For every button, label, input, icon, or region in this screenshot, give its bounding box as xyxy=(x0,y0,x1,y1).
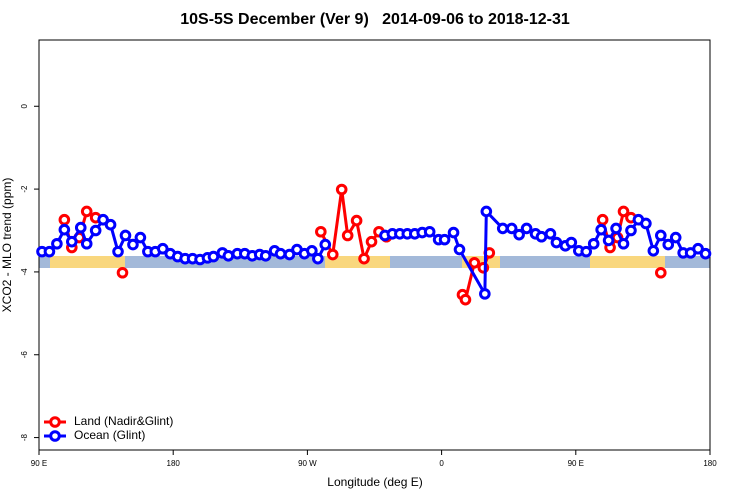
map-land xyxy=(50,256,125,268)
point xyxy=(283,248,296,261)
point xyxy=(654,266,667,279)
point xyxy=(595,223,607,236)
point xyxy=(699,247,712,260)
point xyxy=(312,252,324,265)
x-axis-label: Longitude (deg E) xyxy=(327,475,422,489)
point xyxy=(480,205,493,218)
point xyxy=(341,229,354,242)
point xyxy=(156,242,169,255)
y-tick-label: -4 xyxy=(20,268,29,276)
point xyxy=(565,236,578,249)
point xyxy=(453,243,466,256)
point xyxy=(520,222,533,235)
point xyxy=(580,245,593,258)
point xyxy=(550,236,563,249)
x-tick-label: 90 E xyxy=(568,459,584,468)
point xyxy=(438,233,451,246)
chart-title: 10S-5S December (Ver 9) 2014-09-06 to 20… xyxy=(180,11,570,28)
legend-label: Land (Nadir&Glint) xyxy=(74,414,173,428)
y-tick-label: -6 xyxy=(20,351,29,359)
point xyxy=(207,250,220,263)
point xyxy=(479,288,491,300)
point xyxy=(306,244,318,257)
point xyxy=(468,257,481,269)
point xyxy=(274,247,287,260)
legend-label: Ocean (Glint) xyxy=(74,428,145,442)
point xyxy=(496,222,509,235)
point xyxy=(58,213,71,226)
point xyxy=(66,235,78,248)
point xyxy=(610,222,622,235)
point xyxy=(587,237,600,250)
legend-marker xyxy=(49,430,61,442)
x-tick-label: 0 xyxy=(439,459,444,468)
point xyxy=(259,249,272,262)
point xyxy=(80,205,93,218)
point xyxy=(365,235,378,248)
point xyxy=(505,222,518,235)
point xyxy=(647,244,660,257)
point xyxy=(51,237,63,250)
point xyxy=(74,221,87,234)
map-land xyxy=(325,256,390,268)
x-tick-label: 180 xyxy=(703,459,717,468)
point xyxy=(617,205,630,218)
point xyxy=(315,225,327,238)
point xyxy=(89,224,102,237)
point xyxy=(447,226,460,239)
point xyxy=(350,214,363,227)
point xyxy=(127,238,139,251)
point xyxy=(640,217,652,230)
point xyxy=(654,229,667,242)
point xyxy=(80,237,93,250)
point xyxy=(669,231,682,244)
point xyxy=(459,293,472,306)
point xyxy=(112,245,124,258)
point xyxy=(535,230,548,243)
x-tick-label: 90 E xyxy=(31,459,47,468)
y-tick-label: -2 xyxy=(20,185,29,193)
x-tick-label: 90 W xyxy=(298,459,317,468)
point xyxy=(104,218,117,231)
point xyxy=(358,252,370,265)
point xyxy=(134,231,147,244)
point xyxy=(319,238,332,251)
point xyxy=(335,183,348,196)
x-tick-label: 180 xyxy=(167,459,181,468)
point xyxy=(596,213,609,226)
map-land xyxy=(590,256,665,268)
point xyxy=(423,225,436,238)
point xyxy=(513,228,525,241)
y-tick-label: 0 xyxy=(20,103,29,108)
point xyxy=(58,223,71,236)
point xyxy=(662,238,675,251)
y-tick-label: -8 xyxy=(20,433,29,441)
y-axis-label: XCO2 - MLO trend (ppm) xyxy=(0,178,14,313)
point xyxy=(43,245,56,258)
point xyxy=(602,234,615,247)
point xyxy=(625,224,637,237)
point xyxy=(119,229,132,242)
point xyxy=(222,249,235,262)
legend-marker xyxy=(49,416,61,428)
point xyxy=(617,237,630,250)
point xyxy=(692,242,704,255)
point xyxy=(97,213,109,226)
point xyxy=(116,266,129,279)
plot-frame xyxy=(38,39,711,451)
point xyxy=(326,248,339,261)
point xyxy=(544,228,557,240)
